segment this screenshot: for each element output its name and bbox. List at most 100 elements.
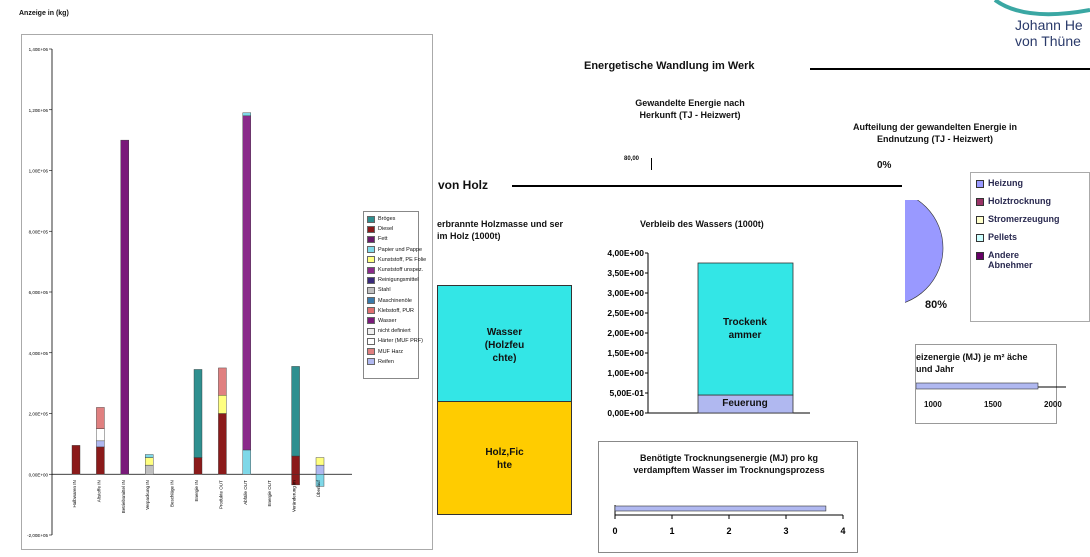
main-legend-swatch xyxy=(367,215,375,223)
pie-title: Aufteilung der gewandelten Energie in En… xyxy=(852,122,1018,144)
holzmasse-label-wasser: Wasser (Holzfeu chte) xyxy=(484,327,525,364)
main-legend-swatch xyxy=(367,246,375,254)
heizenergie-bar xyxy=(916,382,1039,390)
main-bar-segment xyxy=(315,457,325,466)
trocknung-xtick-label: 2 xyxy=(726,526,731,536)
trocknung-xtick-label: 4 xyxy=(840,526,845,536)
main-chart-title: Anzeige in (kg) xyxy=(19,10,69,17)
main-bar-segment xyxy=(218,395,227,414)
section-rule xyxy=(810,68,1090,70)
wasser-bar-segment xyxy=(697,262,794,396)
main-bar-segment xyxy=(242,115,252,451)
pie-legend: Heizung Holztrocknung Stromerzeugung Pel… xyxy=(970,172,1090,322)
main-bar-segment xyxy=(242,449,252,475)
heizenergie-chart xyxy=(916,382,1066,390)
main-category-label: Produkte OUT xyxy=(218,480,223,509)
main-legend-swatch xyxy=(367,266,375,274)
main-legend-item: Kunststoff, PE Folie xyxy=(367,255,426,265)
main-legend-item: Maschinenöle xyxy=(367,296,418,306)
pie-slice-label: 80% xyxy=(925,299,948,311)
main-bar-segment xyxy=(144,454,154,458)
main-legend-swatch xyxy=(367,337,375,345)
main-legend-label: Kunststoff, PE Folie xyxy=(378,256,427,263)
wasser-label-trockenkammer: Trockenk ammer xyxy=(723,317,767,341)
main-bar-segment xyxy=(218,367,227,396)
wasser-chart: 4,00E+00 3,50E+00 3,00E+00 2,50E+00 2,00E+00… xyxy=(607,248,810,418)
pie-stray-label: 0% xyxy=(877,160,892,171)
holzmasse-bar-holz: Holz,Fic hte xyxy=(437,401,572,515)
main-legend-item: Bröges xyxy=(367,214,418,224)
main-category-label: Altstoffe IN xyxy=(96,480,101,502)
wasser-ytick-label: 1,50E+00 xyxy=(607,348,644,358)
pie-legend-item: Andere Abnehmer xyxy=(976,250,1046,270)
section-title: Energetische Wandlung im Werk xyxy=(584,60,755,72)
main-ytick-label: 4,00E+05 xyxy=(29,351,49,356)
wasser-ytick-label: 5,00E-01 xyxy=(610,388,645,398)
heizenergie-tick-1500: 1500 xyxy=(984,400,1002,409)
main-legend-swatch xyxy=(367,317,375,325)
pie-legend-item: Holztrocknung xyxy=(976,196,1089,206)
main-category-label: Halbwaren IN xyxy=(72,480,77,507)
main-bar-segment xyxy=(315,464,325,475)
main-legend-swatch xyxy=(367,286,375,294)
main-legend-item: Papier und Pappe xyxy=(367,245,422,255)
main-ytick-label: 1,20E+06 xyxy=(29,108,49,113)
pie-legend-swatch xyxy=(976,180,984,188)
main-bar-segment xyxy=(144,464,154,475)
main-legend-swatch xyxy=(367,256,375,264)
main-legend-label: MUF Harz xyxy=(378,348,404,355)
main-ytick-label: 0,00E+00 xyxy=(29,472,49,477)
trocknung-xtick-label: 1 xyxy=(669,526,674,536)
heizenergie-tick-2000: 2000 xyxy=(1044,400,1062,409)
main-legend-item: Diesel xyxy=(367,224,418,234)
logo: Johann He von Thüne xyxy=(985,0,1090,52)
main-legend-item: MUF Harz xyxy=(367,346,418,356)
wasser-ytick-label: 2,50E+00 xyxy=(607,308,644,318)
main-legend-label: Bröges xyxy=(378,216,396,223)
holz-rule xyxy=(512,185,902,187)
pie-slice-heizung xyxy=(905,200,944,303)
trocknung-xtick-label: 0 xyxy=(612,526,617,536)
wasser-ytick-label: 0,00E+00 xyxy=(607,408,644,418)
main-legend-label: Wasser xyxy=(378,317,397,324)
wasser-ytick-label: 4,00E+00 xyxy=(607,248,644,258)
main-legend-swatch xyxy=(367,358,375,366)
main-legend-label: Kunststoff unspez. xyxy=(378,267,424,274)
main-bar-segment xyxy=(96,407,105,429)
pie-legend-item: Heizung xyxy=(976,178,1089,188)
main-legend-item: Wasser xyxy=(367,316,418,326)
main-bar-segment xyxy=(291,455,300,475)
main-bar-segment xyxy=(218,413,227,475)
main-bar-segment xyxy=(242,112,252,117)
herkunft-title: Gewandelte Energie nach Herkunft (TJ - H… xyxy=(635,98,745,120)
logo-line2: von Thüne xyxy=(1015,33,1081,49)
main-legend-swatch xyxy=(367,327,375,335)
logo-arc xyxy=(993,0,1090,17)
main-legend-label: Härter (MUF PRF) xyxy=(378,338,423,345)
trocknung-title: Benötigte Trocknungsenergie (MJ) pro kg … xyxy=(633,453,825,475)
main-category-label: Betriebsmittel IN xyxy=(121,480,126,513)
main-legend-item: Fett xyxy=(367,234,418,244)
holzmasse-label-holz: Holz,Fic hte xyxy=(485,447,524,471)
heizenergie-tick-1000: 1000 xyxy=(924,400,942,409)
main-legend-item: Stahl xyxy=(367,285,418,295)
main-category-label: Überlauf xyxy=(315,480,321,498)
holzmasse-title: erbrannte Holzmasse und ser im Holz (100… xyxy=(437,219,564,241)
main-legend-label: Stahl xyxy=(378,287,391,294)
main-legend-label: nicht definiert xyxy=(378,328,411,335)
main-legend-item: Reifen xyxy=(367,357,418,367)
pie-legend-swatch xyxy=(976,252,984,260)
pie-legend-item: Pellets xyxy=(976,232,1089,242)
main-legend-label: Maschinenöle xyxy=(378,297,412,304)
trocknung-xtick-label: 3 xyxy=(783,526,788,536)
pie-legend-item: Stromerzeugung xyxy=(976,214,1089,224)
main-legend-item: Klebstoff, PUR xyxy=(367,306,418,316)
wasser-title: Verbleib des Wassers (1000t) xyxy=(640,219,764,229)
main-bar-segment xyxy=(71,445,81,475)
main-ytick-label: 1,00E+06 xyxy=(29,169,49,174)
heizenergie-title: eizenergie (MJ) je m² äche und Jahr xyxy=(916,352,1028,374)
main-ytick-label: 1,40E+06 xyxy=(29,47,49,52)
herkunft-ytick: 80,00 xyxy=(624,156,640,162)
logo-line1: Johann He xyxy=(1015,17,1083,33)
main-category-label: Abfälle OUT xyxy=(243,480,248,505)
